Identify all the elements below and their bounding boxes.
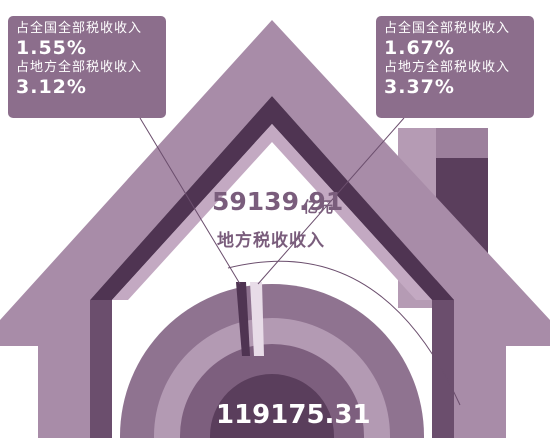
roof-inner-strip: [112, 124, 432, 300]
ring-hole: [210, 374, 334, 438]
center-unit: 亿元: [303, 198, 334, 216]
right-value-2: 3.37%: [384, 76, 455, 98]
right-label-2: 占地方全部税收收入: [384, 60, 511, 75]
pie-slice-1: [236, 282, 250, 356]
left-label-2: 占地方全部税收收入: [16, 60, 143, 75]
arc-guide: [227, 260, 461, 406]
pie-slice-2: [250, 282, 264, 356]
roof-inner-dark: [90, 96, 454, 300]
left-stat-box: 占全国全部税收收入 1.55% 占地方全部税收收入 3.12%: [8, 16, 166, 118]
left-label-1: 占全国全部税收收入: [16, 21, 143, 36]
bottom-value: 119175.31: [216, 400, 371, 430]
leader-right: [257, 117, 405, 285]
wall-left: [90, 300, 112, 438]
right-label-1: 占全国全部税收收入: [384, 21, 511, 36]
roof-outer: [0, 20, 550, 438]
left-value-1: 1.55%: [16, 37, 87, 59]
right-stat-box: 占全国全部税收收入 1.67% 占地方全部税收收入 3.37%: [376, 16, 534, 118]
leader-left: [139, 117, 241, 285]
left-value-2: 3.12%: [16, 76, 87, 98]
wall-right: [432, 300, 454, 438]
center-value: 59139.91: [212, 187, 344, 216]
right-value-1: 1.67%: [384, 37, 455, 59]
center-label: 地方税收收入: [217, 231, 325, 251]
